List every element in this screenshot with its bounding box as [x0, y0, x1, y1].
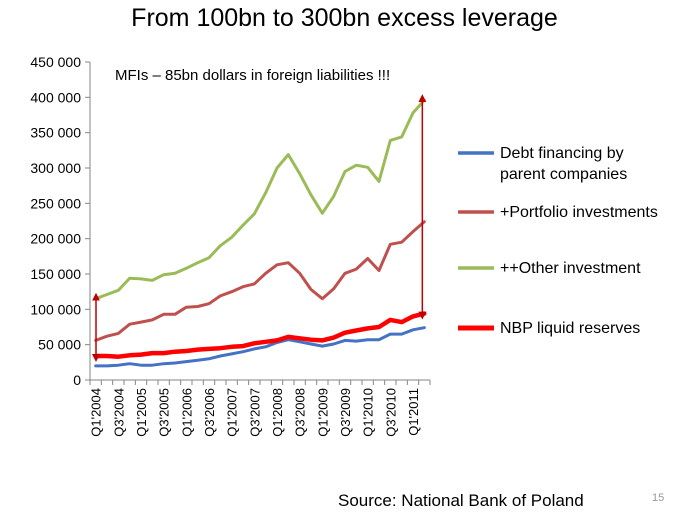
y-tick-label: 250 000: [30, 195, 81, 211]
x-tick-label: Q3'2007: [247, 388, 262, 437]
x-tick-label: Q1'2006: [179, 388, 194, 437]
x-tick-label: Q3'2004: [111, 388, 126, 437]
range-arrows: [96, 98, 422, 358]
series-line: [96, 222, 425, 341]
y-tick-label: 450 000: [30, 54, 81, 70]
y-tick-label: 200 000: [30, 231, 81, 247]
y-axis-ticks: 0 50 000 100 000 150 000 200 000 250 000 300 0…: [30, 54, 90, 388]
source-note: Source: National Bank of Poland: [338, 491, 584, 511]
y-tick-label: 100 000: [30, 301, 81, 317]
x-axis-ticks: Q1'2004 Q3'2004 Q1'2005 Q3'2005 Q1'2006 Q3'20…: [89, 380, 430, 437]
legend-label: Debt financing by parent companies: [500, 145, 627, 183]
y-tick-label: 150 000: [30, 266, 81, 282]
y-tick-label: 50 000: [38, 337, 81, 353]
x-tick-label: Q1'2009: [315, 388, 330, 437]
chart-annotation: MFIs – 85bn dollars in foreign liabiliti…: [115, 67, 390, 84]
x-tick-label: Q3'2006: [202, 388, 217, 437]
x-tick-label: Q3'2009: [338, 388, 353, 437]
legend-label: +Portfolio investments: [500, 204, 658, 221]
y-tick-label: 400 000: [30, 89, 81, 105]
x-tick-label: Q1'2007: [225, 388, 240, 437]
x-tick-label: Q1'2010: [361, 388, 376, 437]
y-tick-label: 0: [73, 372, 81, 388]
y-tick-label: 300 000: [30, 160, 81, 176]
x-tick-label: Q3'2010: [383, 388, 398, 437]
legend-label: NBP liquid reserves: [500, 320, 640, 337]
x-tick-label: Q1'2004: [89, 388, 104, 437]
x-tick-label: Q1'2005: [134, 388, 149, 437]
series-lines: [96, 100, 425, 366]
series-line: [96, 100, 425, 299]
y-tick-label: 350 000: [30, 125, 81, 141]
x-tick-label: Q3'2008: [293, 388, 308, 437]
page-number: 15: [652, 492, 664, 504]
x-tick-label: Q1'2011: [406, 388, 421, 436]
legend: Debt financing by parent companies +Portfo…: [458, 145, 658, 337]
legend-label: ++Other investment: [500, 260, 641, 277]
axes: [90, 62, 430, 380]
x-tick-label: Q1'2008: [270, 388, 285, 437]
series-line: [96, 328, 425, 366]
x-tick-label: Q3'2005: [157, 388, 172, 437]
